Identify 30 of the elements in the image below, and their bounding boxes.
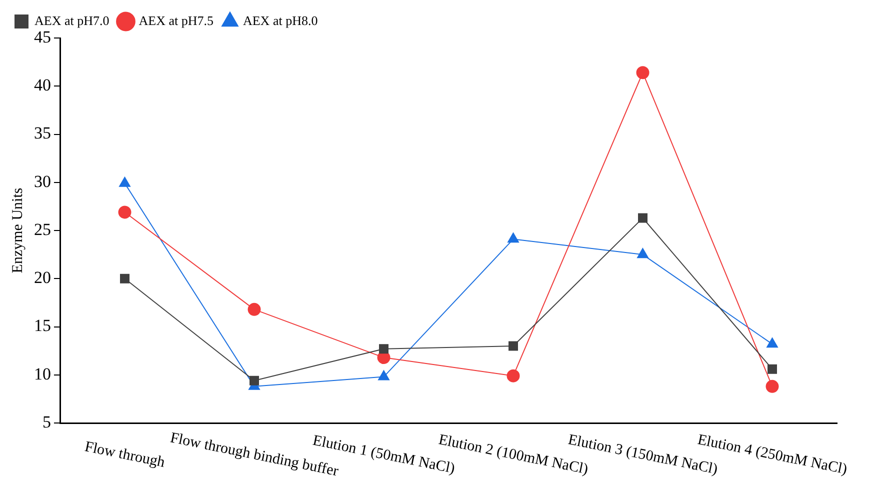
point (638, 213, 648, 223)
point (636, 66, 650, 80)
y-tick-label: 40 (34, 76, 51, 95)
legend-label: AEX at pH7.0 (34, 12, 110, 28)
y-tick-label: 35 (34, 124, 51, 143)
point (766, 380, 779, 393)
y-tick-label: 25 (34, 220, 51, 239)
point (378, 370, 390, 380)
legend-label: AEX at pH7.5 (138, 12, 214, 28)
point (766, 338, 778, 348)
point (379, 344, 388, 354)
point (637, 248, 648, 258)
y-tick-label: 5 (42, 412, 51, 432)
y-tick-label: 20 (34, 268, 51, 288)
y-axis-title: Enzyme Units (10, 188, 26, 274)
y-tick-label: 45 (34, 27, 51, 46)
point (506, 369, 520, 382)
point (118, 206, 132, 219)
x-tick-label: Flow through (83, 439, 167, 471)
point (120, 274, 130, 284)
y-tick-label: 30 (34, 172, 51, 191)
point (768, 364, 777, 374)
point (508, 232, 519, 243)
point (119, 176, 130, 187)
point (248, 302, 261, 316)
legend-label: AEX at pH8.0 (242, 12, 318, 28)
y-tick-label: 10 (34, 364, 51, 384)
y-tick-label: 15 (34, 316, 51, 336)
point (508, 341, 518, 351)
point (250, 376, 259, 386)
